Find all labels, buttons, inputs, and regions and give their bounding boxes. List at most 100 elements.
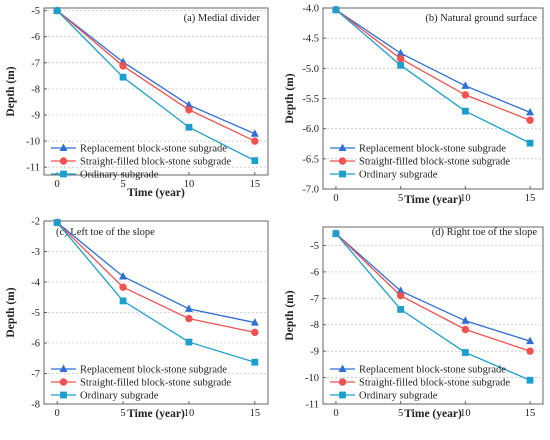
data-point-square [332, 230, 340, 238]
y-tick-label: -2 [31, 217, 40, 228]
data-point-square [397, 61, 405, 69]
y-tick-label: -10 [26, 137, 40, 148]
data-point-square [461, 107, 469, 115]
y-tick-label: -7.0 [302, 185, 319, 196]
x-tick-label: 10 [184, 179, 195, 190]
legend-label: Ordinary subgrade [80, 391, 159, 402]
legend-marker-triangle [59, 364, 68, 372]
y-tick-label: -8 [310, 320, 319, 331]
data-point-circle [119, 62, 127, 70]
data-point-square [526, 376, 534, 384]
legend-label: Ordinary subgrade [80, 170, 159, 181]
chart-panel-4: -5 -6 -7 -8 -9 -10 -11 0 5 10 15 Time (year) Depth (… [284, 226, 544, 420]
x-tick-label: 5 [398, 193, 403, 204]
panel-title: (c) Left toe of the slope [56, 227, 155, 238]
panel-title: (d) Right toe of the slope [432, 227, 538, 238]
data-point-circle [251, 137, 259, 145]
legend: Replacement block-stone subgrade Straight… [330, 364, 510, 402]
data-point-triangle [250, 129, 259, 137]
series-line-circle [335, 9, 531, 121]
series-line-circle [56, 10, 256, 142]
chart-panel-2: -4.0 -4.5 -5.0 -5.5 -6.0 -6.5 -7.0 0 5 10 15 Time (… [284, 4, 544, 206]
legend-label: Ordinary subgrade [359, 170, 438, 181]
data-point-square [461, 349, 469, 356]
legend-marker-square [60, 391, 67, 399]
data-point-circle [119, 283, 127, 291]
x-axis-label: Time (year) [127, 187, 185, 199]
x-tick-label: 10 [184, 408, 195, 419]
series-line-square [56, 10, 256, 162]
x-tick-label: 15 [250, 179, 261, 190]
data-point-triangle [396, 286, 405, 294]
data-point-square [526, 139, 534, 147]
y-axis-label: Depth (m) [5, 66, 17, 116]
y-tick-label: -4.5 [302, 34, 319, 45]
legend-marker-triangle [338, 364, 347, 372]
y-tick-label: -10 [305, 373, 319, 384]
legend-marker-square [60, 170, 67, 178]
y-tick-label: -5 [31, 308, 40, 319]
data-point-circle [461, 325, 470, 334]
y-tick-label: -11 [26, 163, 40, 174]
y-tick-label: -3 [31, 247, 40, 258]
y-tick-label: -6 [31, 339, 40, 350]
y-axis-label: Depth (m) [5, 287, 17, 337]
data-point-triangle [526, 336, 535, 345]
y-tick-label: -8 [31, 84, 40, 95]
legend-label: Replacement block-stone subgrade [80, 365, 227, 376]
data-point-square [251, 358, 259, 366]
legend-label: Straight-filled block-stone subgrade [80, 157, 231, 168]
legend-label: Straight-filled block-stone subgrade [359, 378, 510, 389]
legend-marker-triangle [59, 143, 68, 151]
legend-marker-square [339, 391, 346, 399]
y-tick-label: -4.0 [302, 4, 319, 15]
y-axis-label: Depth (m) [284, 73, 296, 123]
y-axis-label: Depth (m) [284, 290, 296, 340]
series-line-circle [335, 233, 531, 352]
data-point-circle [461, 91, 470, 99]
data-point-circle [526, 116, 534, 124]
series-line-square [335, 233, 531, 381]
legend: Replacement block-stone subgrade Straight… [330, 143, 510, 181]
legend-marker-circle [338, 157, 347, 165]
data-point-circle [185, 106, 193, 114]
legend-marker-circle [59, 157, 68, 165]
x-tick-label: 15 [525, 193, 536, 204]
data-point-circle [185, 314, 193, 323]
data-point-triangle [250, 318, 259, 326]
legend-label: Ordinary subgrade [359, 391, 438, 402]
data-point-square [53, 7, 61, 15]
y-tick-label: -6 [31, 32, 40, 43]
data-point-triangle [396, 48, 405, 57]
y-tick-label: -4 [31, 278, 40, 289]
x-tick-label: 5 [398, 408, 403, 419]
x-tick-label: 5 [120, 179, 125, 190]
panel-title: (b) Natural ground surface [425, 13, 537, 24]
y-tick-label: -7 [31, 369, 40, 380]
legend-marker-circle [59, 378, 68, 386]
series-line-triangle [56, 222, 255, 324]
data-point-circle [396, 291, 405, 300]
x-tick-label: 0 [333, 193, 338, 204]
x-tick-label: 10 [460, 193, 471, 204]
y-tick-label: -6.5 [302, 154, 319, 165]
data-point-triangle [461, 81, 470, 89]
chart-panel-3: -2 -3 -4 -5 -6 -7 -8 0 5 10 15 Time (year) Depth (m)… [5, 217, 269, 420]
data-point-circle [396, 54, 405, 63]
data-point-square [119, 297, 127, 305]
y-tick-label: -9 [31, 110, 40, 121]
data-point-square [53, 219, 61, 226]
x-tick-label: 15 [525, 408, 536, 419]
x-tick-label: 0 [333, 408, 338, 419]
x-tick-label: 10 [460, 408, 471, 419]
legend-label: Replacement block-stone subgrade [359, 144, 506, 155]
legend: Replacement block-stone subgrade Straight… [51, 364, 231, 402]
series-line-triangle [335, 233, 531, 342]
x-tick-label: 0 [55, 179, 60, 190]
x-axis-label: Time (year) [404, 408, 462, 420]
x-tick-label: 0 [55, 408, 60, 419]
data-point-square [251, 157, 259, 165]
plot-frame [43, 7, 269, 176]
y-tick-label: -9 [310, 347, 319, 358]
